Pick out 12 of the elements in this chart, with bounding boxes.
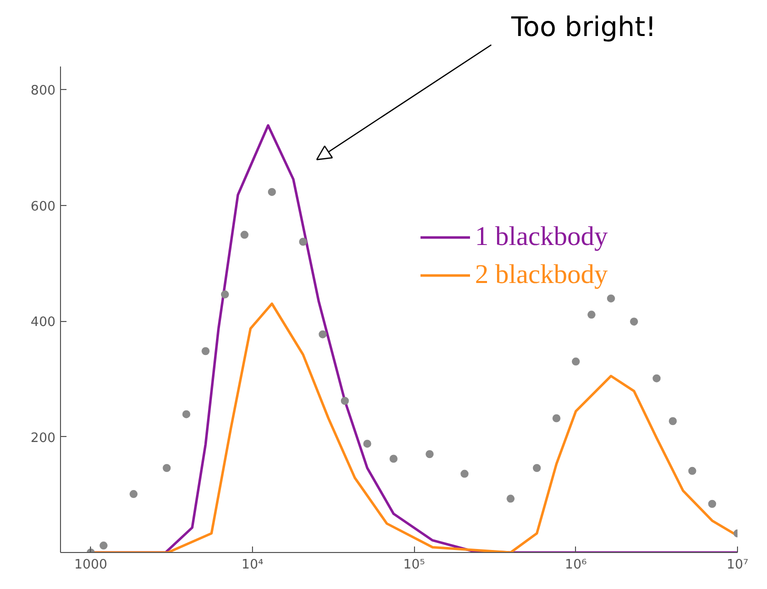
legend-label: 1 blackbody [475,221,608,252]
x-tick-label: 1000 [74,558,108,572]
y-tick-label: 200 [30,430,56,446]
text: Too bright! [510,12,656,44]
x-tick-label: 10⁶ [564,558,587,572]
y-tick-label: 600 [30,199,56,214]
legend-label: 2 blackbody [475,259,608,290]
x-tick-label: 10⁷ [726,558,748,572]
x-tick-label: 10⁴ [242,558,264,572]
x-tick-label: 10⁵ [403,558,426,572]
y-tick-label: 800 [30,84,56,99]
y-tick-label: 400 [30,315,56,330]
